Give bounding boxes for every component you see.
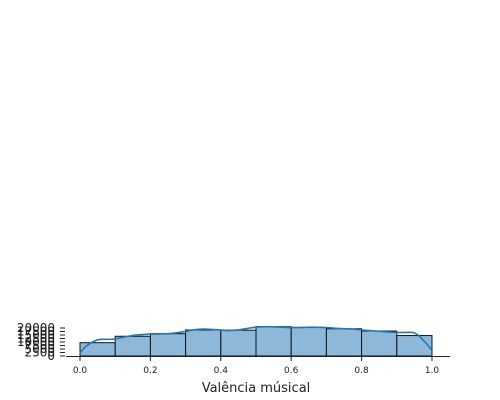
y-tick-label: 2500	[24, 346, 55, 360]
y-tick-label: 17500	[17, 325, 55, 339]
x-tick-label: 0.8	[354, 366, 369, 376]
x-axis-label: Valência músical	[202, 381, 311, 396]
kde-curve-group	[79, 325, 433, 354]
y-tick-label: 20000	[17, 321, 55, 335]
x-axis-ticks: 0.0 0.2 0.4 0.6 0.8 1.0	[73, 356, 440, 376]
histogram-bar-5	[255, 326, 292, 357]
histogram-bar-2	[149, 333, 187, 357]
kde-curve	[79, 325, 433, 354]
y-tick-label: 0	[47, 349, 55, 363]
y-tick-label: 7500	[24, 339, 55, 353]
x-tick-label: 1.0	[425, 366, 440, 376]
y-tick-label: 5000	[24, 342, 55, 356]
x-tick-label: 0.4	[214, 366, 229, 376]
histogram-bar-7	[325, 328, 363, 357]
x-tick-label: 0.2	[143, 366, 157, 376]
histogram-bar-8	[361, 330, 398, 357]
histogram-bar-6	[290, 326, 327, 357]
histogram-bar-1	[114, 335, 151, 357]
x-tick-label: 0.6	[284, 366, 299, 376]
y-tick-label: 10000	[17, 335, 55, 349]
histogram-bar-4	[220, 329, 257, 357]
y-tick-label: 15000	[17, 328, 55, 342]
histogram-bar-3	[185, 329, 222, 357]
histogram-bar-0	[79, 342, 116, 357]
y-tick-label: 12500	[17, 332, 55, 346]
x-tick-label: 0.0	[73, 366, 88, 376]
histogram-bar-9	[396, 335, 433, 357]
